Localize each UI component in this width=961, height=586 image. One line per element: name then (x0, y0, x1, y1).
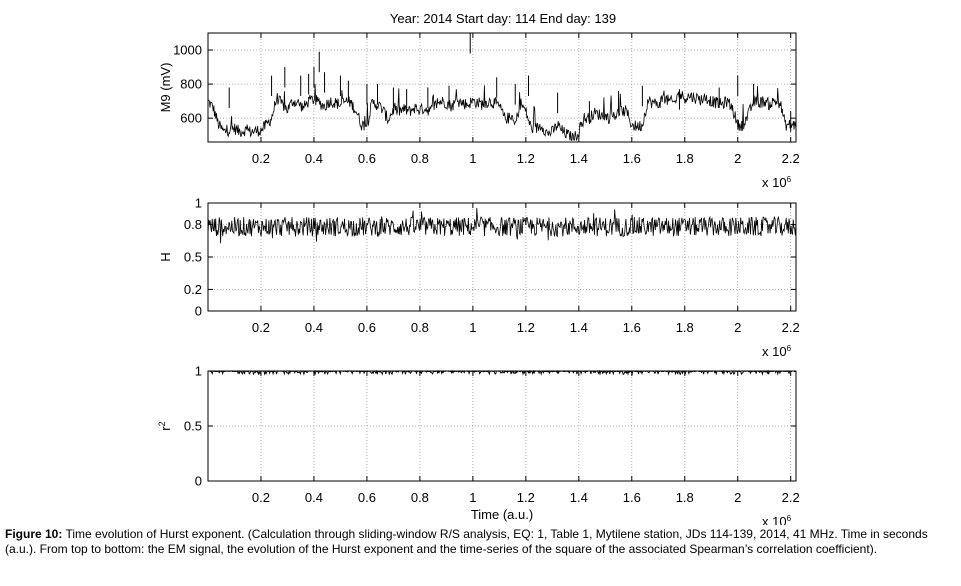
y-tick-label: 0 (195, 474, 202, 489)
y-tick-label: 1000 (173, 43, 202, 58)
y-tick-label: 0 (195, 304, 202, 319)
x-tick-label: 0.6 (358, 320, 376, 335)
x-tick-label: 0.6 (358, 490, 376, 505)
figure-caption: Figure 10: Time evolution of Hurst expon… (5, 527, 955, 557)
x-tick-label: 0.8 (411, 320, 429, 335)
x-tick-label: 2.2 (782, 320, 800, 335)
x-tick-label: 1.6 (623, 320, 641, 335)
x-tick-label: 0.6 (358, 151, 376, 166)
x-tick-label: 0.4 (305, 151, 323, 166)
x-tick-label: 2.2 (782, 151, 800, 166)
x-tick-label: 1.8 (676, 151, 694, 166)
x-tick-label: 2 (734, 320, 741, 335)
y-axis-label: r2 (157, 421, 173, 430)
x-tick-label: 0.8 (411, 151, 429, 166)
x-tick-label: 1.4 (570, 490, 588, 505)
y-tick-label: 0.8 (184, 217, 202, 232)
x-tick-label: 0.8 (411, 490, 429, 505)
series-line (207, 84, 797, 142)
figure: Year: 2014 Start day: 114 End day: 139 0… (157, 11, 800, 526)
chart-panel-em-signal: 0.2 0.4 0.6 0.8 1 1.2 1.4 1.6 1.8 2 2.2 600 800 1000M… (158, 32, 800, 190)
y-tick-label: 600 (180, 111, 202, 126)
x-tick-label: 1.2 (517, 490, 535, 505)
y-tick-label: 0.5 (184, 419, 202, 434)
x-tick-label: 2 (734, 151, 741, 166)
x-tick-label: 0.4 (305, 490, 323, 505)
x-tick-label: 0.2 (252, 320, 270, 335)
x-axis-multiplier: x 106 (762, 175, 792, 190)
plot-frame (207, 32, 797, 143)
x-tick-label: 1.2 (517, 320, 535, 335)
y-tick-label: 800 (180, 77, 202, 92)
y-axis-label: H (158, 252, 173, 261)
x-tick-label: 1 (469, 151, 476, 166)
y-axis-label: M9 (mV) (158, 63, 173, 113)
chart-panel-hurst: 0.2 0.4 0.6 0.8 1 1.2 1.4 1.6 1.8 2 2.2 0 0.2 0.5 0.8 1… (158, 196, 800, 360)
x-tick-label: 0.2 (252, 490, 270, 505)
x-tick-label: 1 (469, 490, 476, 505)
y-tick-label: 1 (195, 364, 202, 379)
series-line (207, 207, 797, 244)
caption-label: Figure 10: (5, 527, 63, 541)
y-tick-label: 1 (195, 196, 202, 211)
y-tick-label: 0.5 (184, 250, 202, 265)
x-tick-label: 2 (734, 490, 741, 505)
x-tick-label: 1.8 (676, 490, 694, 505)
figure-title: Year: 2014 Start day: 114 End day: 139 (390, 11, 616, 26)
x-tick-label: 0.4 (305, 320, 323, 335)
x-tick-label: 1.8 (676, 320, 694, 335)
x-tick-label: 1.2 (517, 151, 535, 166)
chart-panel-r-squared: 0.2 0.4 0.6 0.8 1 1.2 1.4 1.6 1.8 2 2.2 0 0.5 1 r2 x 10… (157, 364, 800, 526)
x-tick-label: 1.6 (623, 151, 641, 166)
x-tick-label: 1.4 (570, 151, 588, 166)
caption-text: Time evolution of Hurst exponent. (Calcu… (5, 527, 928, 556)
x-axis-multiplier: x 106 (762, 344, 792, 359)
x-tick-label: 1.6 (623, 490, 641, 505)
x-tick-label: 1.4 (570, 320, 588, 335)
x-axis-label: Time (a.u.) (471, 507, 533, 522)
x-tick-label: 2.2 (782, 490, 800, 505)
x-tick-label: 0.2 (252, 151, 270, 166)
x-axis-multiplier: x 106 (762, 514, 792, 525)
y-tick-label: 0.2 (184, 282, 202, 297)
x-tick-label: 1 (469, 320, 476, 335)
